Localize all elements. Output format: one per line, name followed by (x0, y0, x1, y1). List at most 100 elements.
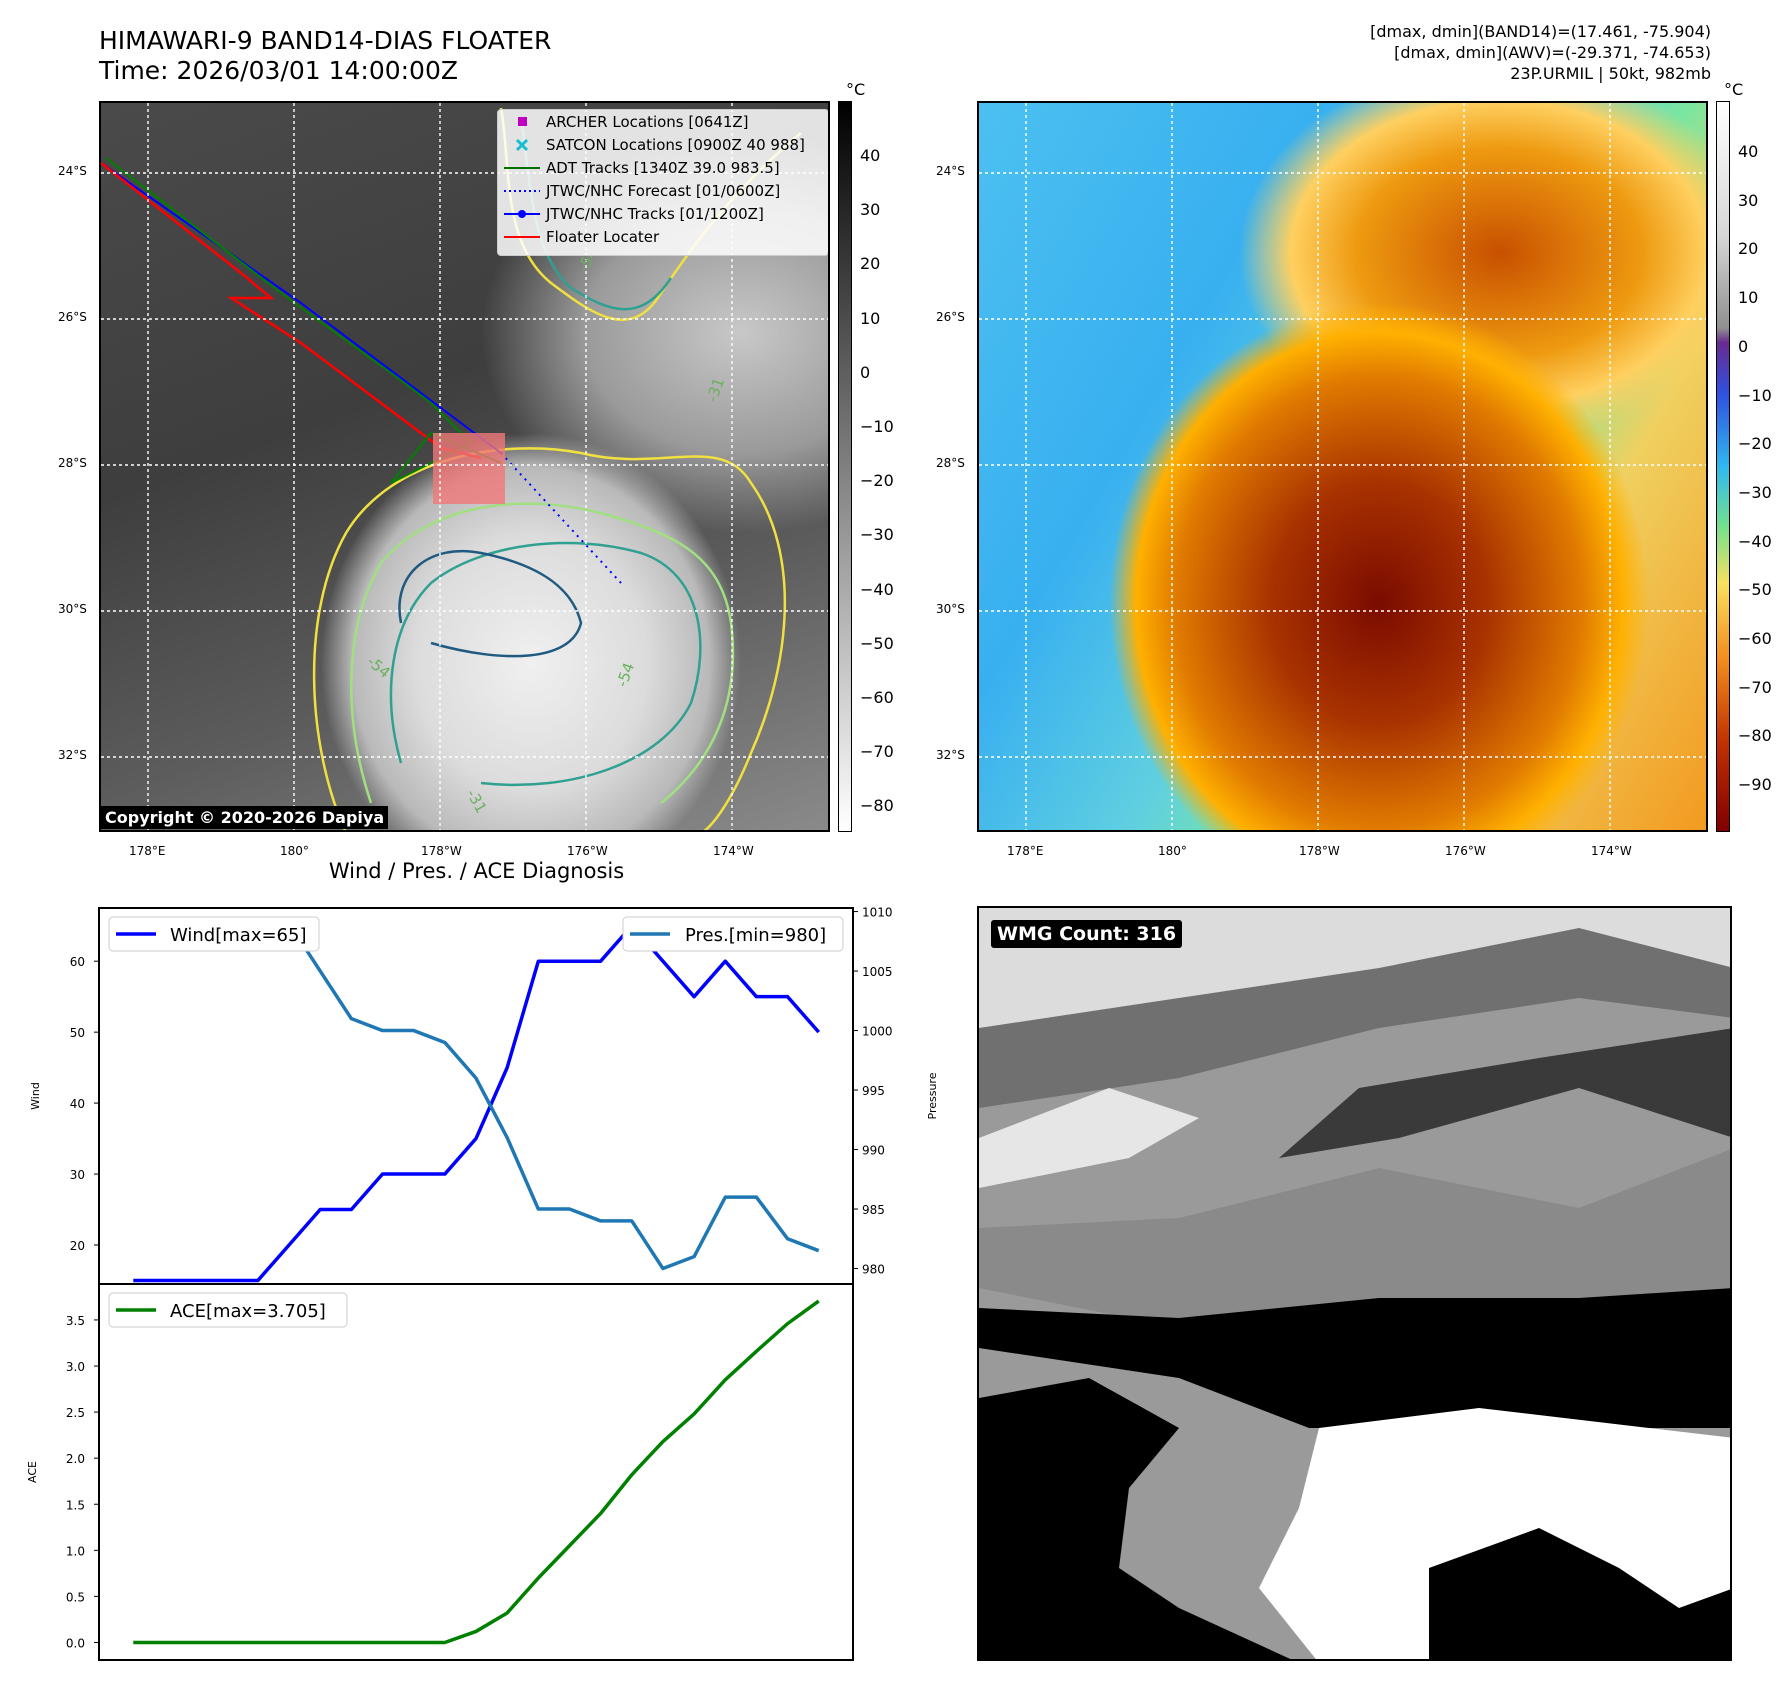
wind-ytick-label: 40 (70, 1097, 85, 1111)
wind-legend-label: Wind[max=65] (170, 925, 307, 946)
legend-entry: Floater Locater (498, 225, 828, 248)
ir-lat-label: 30°S (58, 602, 87, 616)
wmg-mid-region (979, 928, 1730, 1108)
awv-lon-label: 178°W (1299, 844, 1340, 858)
wind-plot-frame (98, 907, 854, 1285)
awv-lon-label: 180° (1158, 844, 1187, 858)
ace-series-line (133, 1299, 820, 1645)
contour-label: -31 (703, 375, 728, 404)
colorbar-tick-label: −80 (860, 796, 894, 816)
floater-locater-track (101, 162, 482, 460)
awv-panel (977, 101, 1708, 832)
colorbar-tick-label: 20 (860, 254, 881, 274)
colorbar-tick-label: 30 (1738, 190, 1759, 210)
colorbar-tick-label: −30 (860, 525, 894, 545)
awv-lat-label: 24°S (936, 164, 965, 178)
pressure-series-line (133, 921, 820, 1271)
copyright-badge: Copyright © 2020-2026 Dapiya (101, 806, 389, 829)
ir-colorbar-unit: °C (846, 80, 866, 99)
colorbar-tick-label: −20 (860, 471, 894, 491)
contour-label: -54 (363, 652, 393, 682)
ace-plot-frame (98, 1283, 854, 1661)
colorbar-tick-label: 40 (1738, 142, 1759, 161)
colorbar-tick-label: 30 (860, 200, 881, 220)
wmg-dark-lower-right (1429, 1528, 1730, 1659)
legend-swatch (504, 236, 540, 238)
legend-label: ADT Tracks [1340Z 39.0 983.5] (546, 159, 780, 177)
awv-lon-label: 176°W (1445, 844, 1486, 858)
ace-legend-box (108, 1292, 348, 1328)
ir-lon-label: 174°W (713, 844, 754, 858)
awv-lat-label: 32°S (936, 748, 965, 762)
awv-colorbar (1716, 101, 1730, 832)
ace-ytick-label: 3.5 (66, 1314, 85, 1328)
pressure-legend-box (622, 916, 844, 952)
pressure-ytick-label: 985 (862, 1203, 885, 1217)
colorbar-tick-label: −70 (1738, 677, 1772, 697)
legend-label: JTWC/NHC Tracks [01/1200Z] (546, 205, 764, 223)
colorbar-tick-label: 0 (860, 362, 871, 382)
wmg-dark-lower-left (979, 1378, 1291, 1659)
legend-label: SATCON Locations [0900Z 40 988] (546, 136, 805, 154)
wind-ytick-label: 30 (70, 1168, 85, 1182)
awv-gridlines (979, 103, 1706, 830)
legend-swatch (504, 190, 540, 192)
awv-lon-label: 178°E (1007, 844, 1044, 858)
colorbar-tick-label: 0 (1738, 336, 1749, 356)
contour-label: -54 (613, 660, 638, 689)
ir-contour-yellow-outer (312, 447, 786, 830)
ir-contour-teal (389, 541, 702, 787)
ir-lat-label: 24°S (58, 164, 87, 178)
colorbar-tick-label: −20 (1738, 434, 1772, 454)
ir-lat-label: 32°S (58, 748, 87, 762)
pressure-ytick-label: 1005 (862, 965, 893, 979)
colorbar-tick-label: 20 (1738, 239, 1759, 259)
diagnosis-title: Wind / Pres. / ACE Diagnosis (328, 859, 625, 883)
wmg-light-patch (979, 1088, 1199, 1188)
wind-series-line (133, 923, 821, 1283)
wmg-dark-region (979, 1288, 1730, 1428)
ir-lon-label: 178°W (421, 844, 462, 858)
pressure-ytick-label: 995 (862, 1084, 885, 1098)
legend-entry: ARCHER Locations [0641Z] (498, 110, 828, 133)
awv-lon-label: 174°W (1591, 844, 1632, 858)
colorbar-tick-label: −50 (1738, 580, 1772, 600)
wind-ytick-label: 50 (70, 1026, 85, 1040)
ace-ytick-label: 2.5 (66, 1406, 85, 1420)
floater-box (433, 433, 505, 504)
pressure-ytick-label: 990 (862, 1144, 885, 1158)
legend-swatch (518, 117, 527, 126)
ir-colorbar (838, 101, 852, 832)
pressure-axis-label: Pressure (926, 1072, 939, 1119)
colorbar-tick-label: 10 (1738, 288, 1759, 308)
colorbar-tick-label: 10 (860, 308, 881, 328)
ace-ytick-label: 1.0 (66, 1544, 85, 1558)
wmg-panel (977, 906, 1732, 1661)
ir-lon-label: 178°E (129, 844, 166, 858)
ace-ytick-label: 3.0 (66, 1360, 85, 1374)
legend-label: ARCHER Locations [0641Z] (546, 113, 749, 131)
colorbar-tick-label: −60 (860, 688, 894, 707)
ace-legend-label: ACE[max=3.705] (170, 1301, 326, 1322)
colorbar-tick-label: −90 (1738, 775, 1772, 795)
legend-entry: SATCON Locations [0900Z 40 988] (498, 133, 828, 156)
jtwc-forecast (500, 452, 622, 584)
colorbar-tick-label: −70 (860, 742, 894, 762)
awv-lat-label: 26°S (936, 310, 965, 324)
colorbar-tick-label: −10 (1738, 385, 1772, 405)
pressure-ytick-label: 1000 (862, 1025, 893, 1039)
ace-ytick-label: 0.5 (66, 1590, 85, 1604)
awv-lat-label: 28°S (936, 456, 965, 470)
colorbar-tick-label: −60 (1738, 629, 1772, 648)
ir-contour-green (350, 502, 735, 804)
awv-lat-label: 30°S (936, 602, 965, 616)
wmg-dark-band (1279, 1028, 1730, 1158)
pressure-legend-label: Pres.[min=980] (685, 925, 826, 946)
colorbar-tick-label: −40 (860, 579, 894, 599)
wmg-count-badge: WMG Count: 316 (991, 920, 1183, 948)
ir-lon-label: 180° (280, 844, 309, 858)
pressure-ytick-label: 1010 (862, 906, 893, 920)
legend-swatch (504, 210, 540, 218)
ace-ytick-label: 0.0 (66, 1636, 85, 1650)
contour-label: -31 (463, 786, 491, 816)
